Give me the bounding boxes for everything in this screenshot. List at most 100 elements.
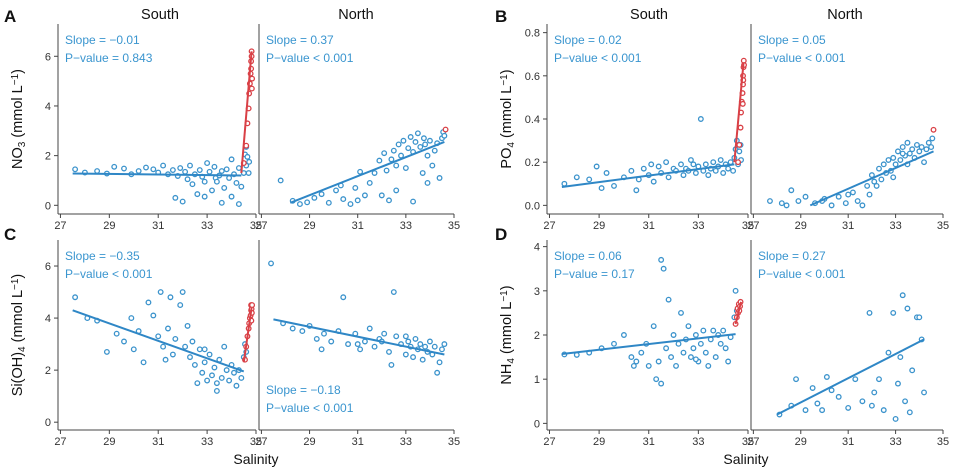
data-point	[828, 202, 835, 209]
data-point	[390, 147, 397, 154]
regression-line	[809, 150, 934, 207]
data-point	[678, 161, 684, 168]
data-point	[705, 172, 712, 179]
data-point	[586, 176, 593, 183]
data-point	[899, 150, 906, 157]
data-point	[204, 160, 211, 167]
data-point	[921, 159, 927, 166]
y-tick-label: 0	[534, 418, 540, 430]
data-point	[94, 168, 101, 174]
x-tick-label: 31	[152, 220, 164, 232]
data-point	[318, 346, 325, 353]
data-point	[902, 398, 909, 405]
data-point	[897, 354, 904, 361]
data-point	[194, 380, 201, 387]
data-point	[717, 157, 724, 163]
data-point	[218, 199, 225, 206]
data-point	[916, 314, 923, 321]
data-point	[143, 164, 149, 171]
data-point	[441, 341, 448, 348]
data-point	[160, 343, 167, 350]
data-point	[630, 362, 637, 369]
data-point	[916, 148, 923, 155]
x-tick-label: 27	[255, 436, 267, 448]
data-point	[690, 161, 697, 168]
slope-annotation: Slope = −0.01	[65, 33, 140, 47]
data-point	[400, 137, 407, 144]
data-point	[140, 359, 147, 366]
data-point	[722, 345, 729, 352]
data-point	[393, 187, 400, 194]
data-point	[603, 170, 610, 176]
data-point	[182, 168, 189, 175]
data-point	[650, 323, 657, 330]
data-point	[340, 196, 347, 203]
data-point	[736, 148, 743, 155]
data-point	[697, 116, 704, 122]
y-axis-label-a: NO3 (mmol L−1)	[10, 69, 28, 169]
p-value-annotation: P−value < 0.001	[266, 51, 354, 65]
data-point	[921, 389, 927, 396]
x-tick-label: 29	[103, 436, 115, 448]
data-point-red	[737, 124, 744, 131]
data-point	[439, 346, 445, 353]
data-point	[414, 130, 421, 137]
data-point	[725, 358, 732, 365]
y-tick-label: 2	[45, 151, 51, 163]
data-point	[103, 348, 110, 355]
data-point	[244, 153, 251, 160]
data-point	[121, 338, 127, 345]
y-tick-label: 3	[534, 286, 540, 298]
data-point	[209, 187, 215, 194]
data-point	[835, 193, 842, 200]
data-point	[680, 172, 687, 179]
data-point	[890, 309, 897, 316]
y-axis-label-part: 4	[506, 358, 517, 364]
regression-line	[776, 338, 925, 416]
data-point	[730, 167, 737, 174]
data-point	[417, 143, 424, 150]
panel-a: A NO3 (mmol L−1) 0 2 4 6 27 29 31 33 35 Slope = −0.…	[4, 7, 460, 232]
data-point	[431, 147, 438, 154]
data-point	[405, 338, 412, 345]
data-point	[873, 182, 880, 189]
data-point	[352, 184, 359, 191]
data-point	[395, 141, 402, 148]
x-tick-label: 35	[937, 436, 949, 448]
data-point	[130, 346, 137, 353]
data-point	[845, 404, 852, 411]
data-point	[842, 200, 849, 207]
slope-annotation: Slope = −0.35	[65, 249, 140, 263]
data-point-red	[736, 141, 743, 148]
x-tick-label: 31	[842, 220, 854, 232]
p-value-annotation: P−value < 0.001	[554, 51, 642, 65]
data-point	[299, 328, 306, 335]
x-tick-label: 27	[54, 436, 66, 448]
data-point	[633, 187, 640, 194]
data-point	[892, 416, 899, 422]
data-point	[235, 165, 242, 172]
x-tick-label: 33	[692, 220, 704, 232]
data-point-red	[249, 302, 256, 309]
data-point	[361, 338, 368, 345]
data-point	[361, 192, 368, 199]
data-point	[155, 333, 162, 340]
data-point	[880, 407, 887, 414]
data-point	[402, 165, 409, 172]
regression-line	[72, 309, 245, 373]
y-axis-label-part: −1	[10, 73, 21, 85]
data-point	[687, 354, 694, 361]
data-point-red	[248, 85, 255, 92]
y-axis-label-part: 3	[17, 141, 28, 147]
data-point	[213, 178, 220, 185]
data-point	[412, 139, 419, 145]
data-point	[381, 330, 388, 337]
y-axis-label-part: −1	[499, 74, 510, 86]
data-point	[885, 157, 892, 163]
data-point	[366, 180, 373, 186]
data-point	[228, 156, 235, 163]
y-axis-label-part: )	[499, 69, 515, 74]
data-point	[226, 377, 233, 384]
y-axis-label-part: PO	[499, 148, 515, 169]
